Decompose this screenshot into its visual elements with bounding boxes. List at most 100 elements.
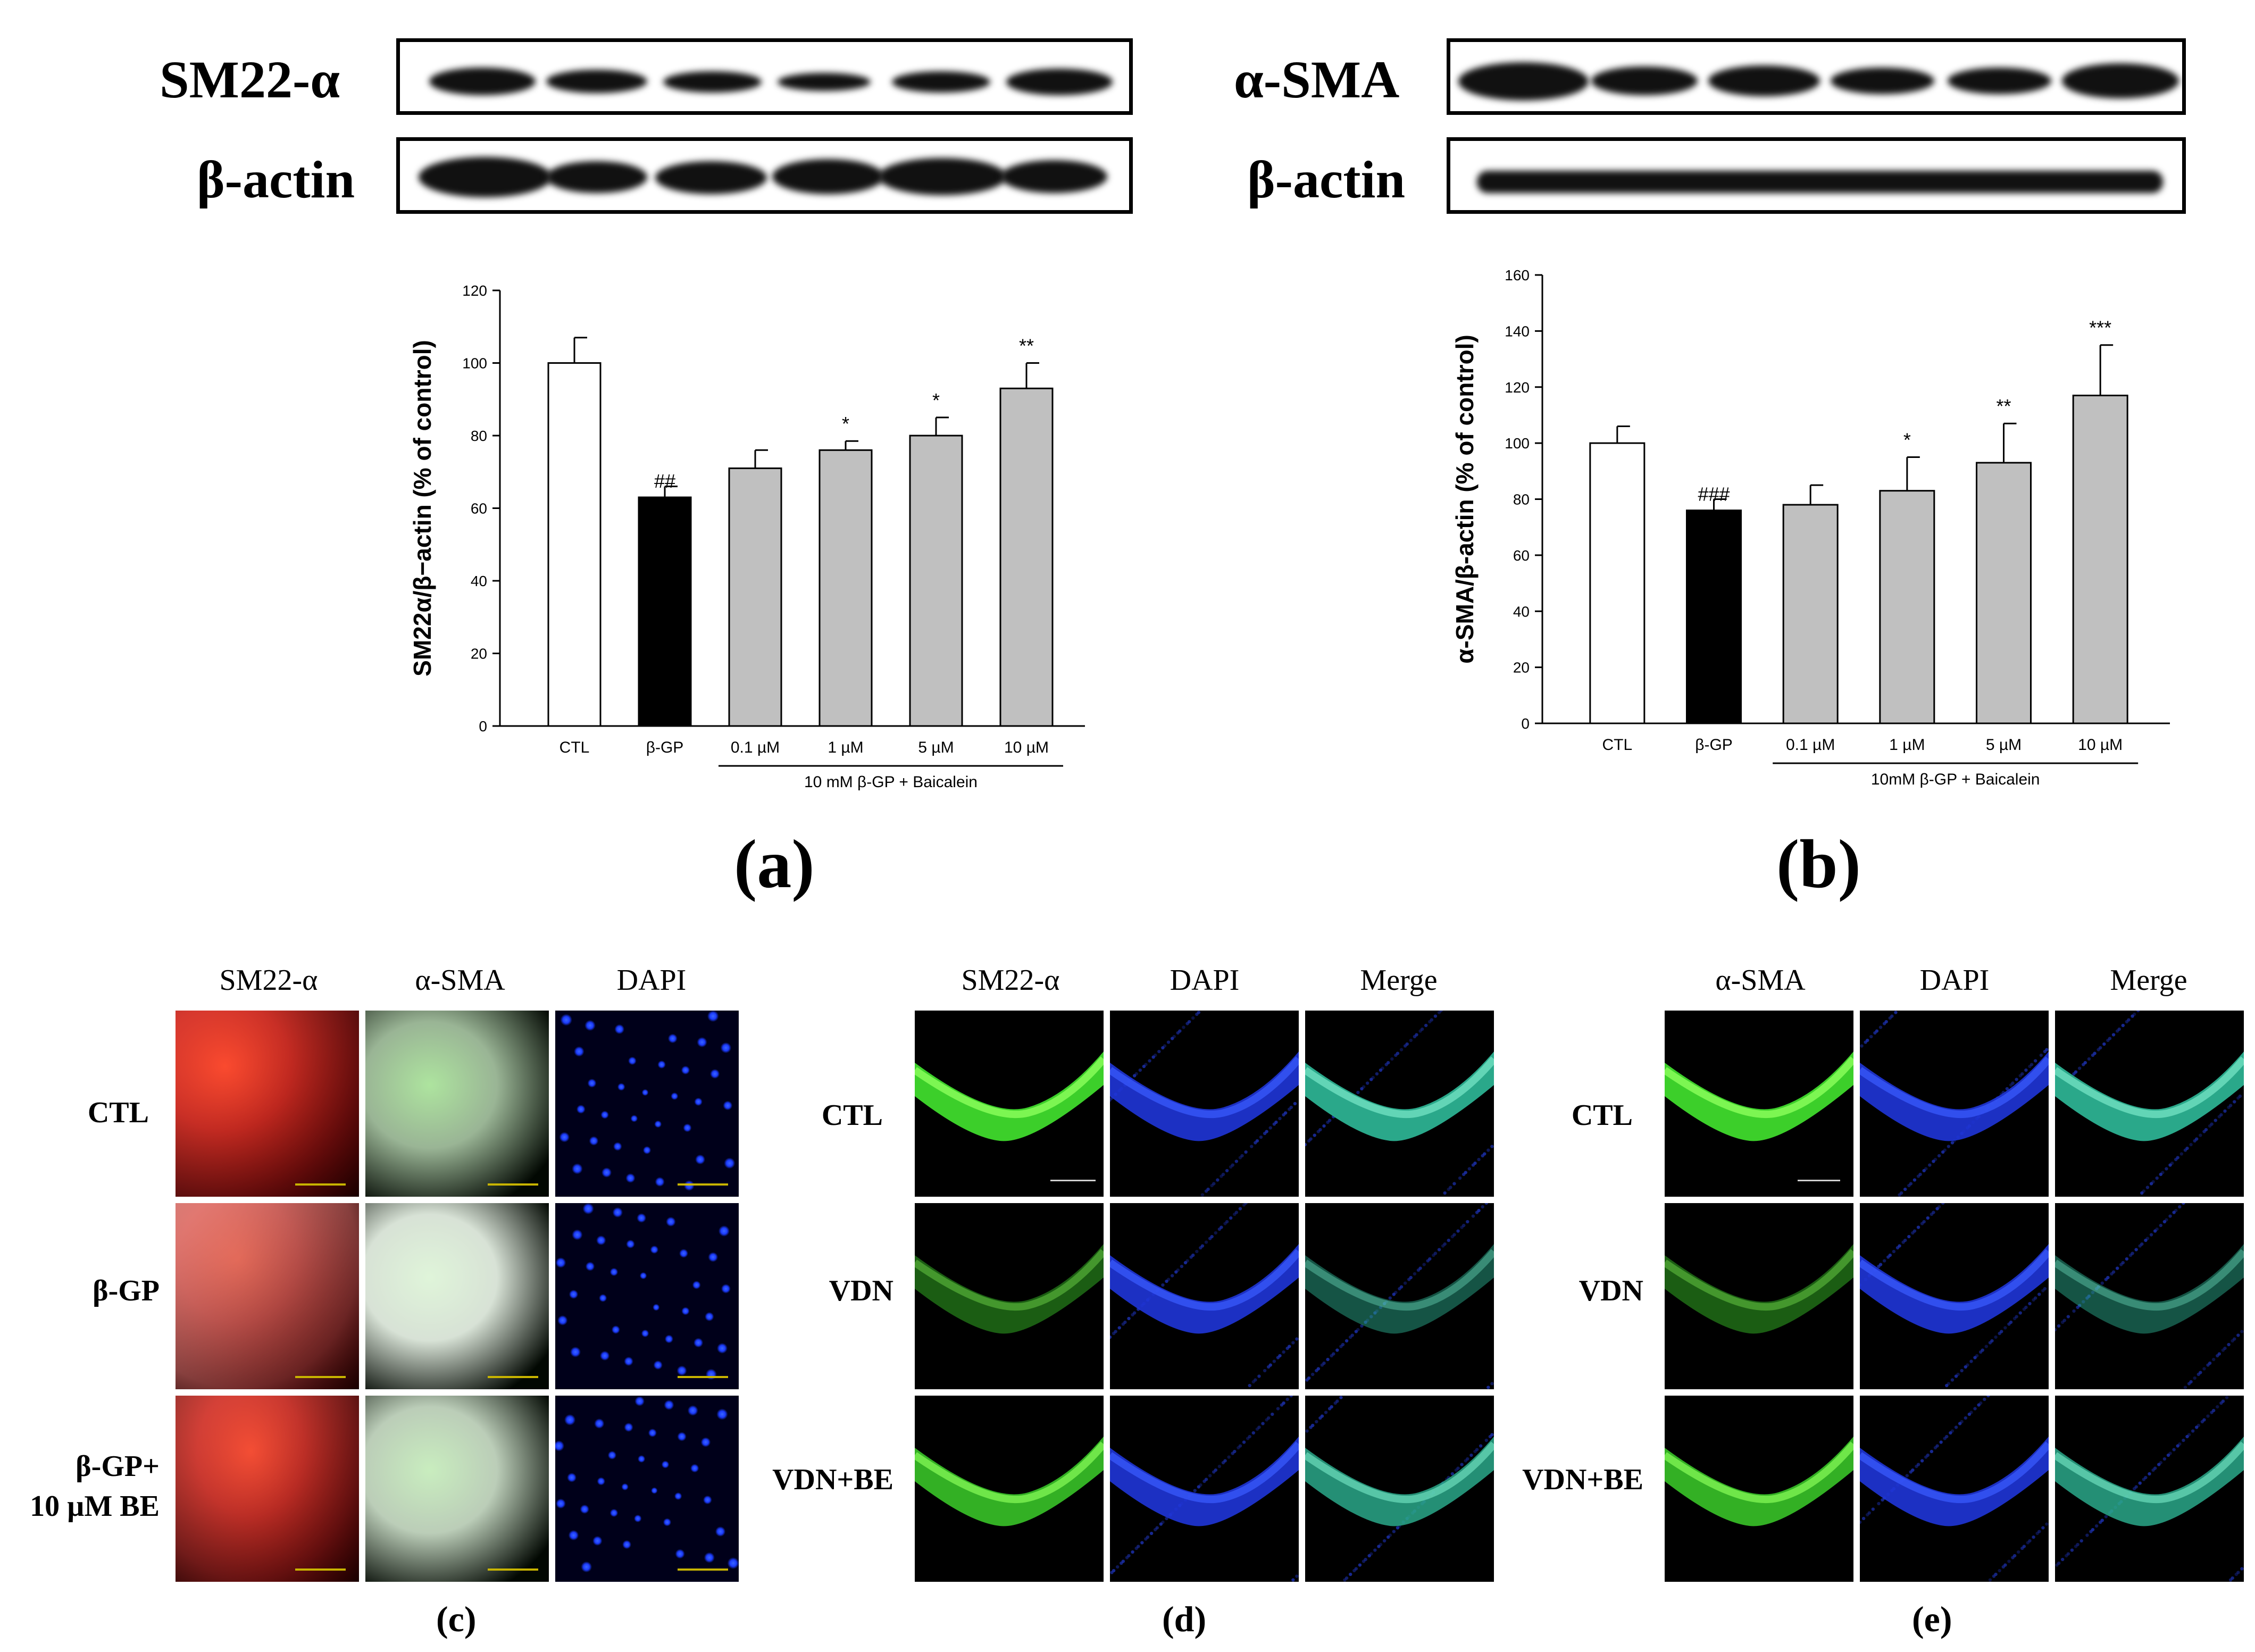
scale-bar	[488, 1376, 538, 1378]
bar	[1686, 510, 1742, 724]
x-tick-label: β-GP	[646, 739, 684, 756]
band	[546, 161, 647, 193]
y-axis-label: α-SMA/β-actin (% of control)	[1451, 335, 1479, 664]
scale-bar	[488, 1183, 538, 1186]
grid-d-tile-r0-c2	[1305, 1011, 1494, 1197]
blot-a-loading	[396, 137, 1133, 214]
y-tick-label: 0	[1521, 715, 1530, 732]
grid-c-tile-r0-c0	[176, 1011, 359, 1197]
scale-bar	[678, 1183, 728, 1186]
bar	[1589, 442, 1646, 724]
grid-c-tile-r1-c1	[365, 1203, 549, 1389]
panel-e-row-vdnbe: VDN+BE	[1522, 1463, 1643, 1496]
panel-letter-b: (b)	[1776, 826, 1861, 903]
grid-d-tile-r0-c1	[1110, 1011, 1299, 1197]
blot-a-target	[396, 38, 1133, 115]
blot-b-loading-label: β-actin	[1247, 150, 1406, 209]
grid-c-tile-r1-c0	[176, 1203, 359, 1389]
band	[778, 73, 871, 91]
grid-d-tile-r0-c0	[915, 1011, 1104, 1197]
y-tick-label: 20	[471, 646, 487, 662]
grid-c-tile-r1-c2	[555, 1203, 739, 1389]
panel-e-col-asma: α-SMA	[1715, 964, 1806, 997]
grid-e-tile-r2-c2	[2055, 1396, 2244, 1582]
significance-label: *	[842, 413, 849, 435]
grid-d-tile-r1-c2	[1305, 1203, 1494, 1389]
panel-letter-e: (e)	[1912, 1599, 1952, 1639]
grid-d-tile-r2-c1	[1110, 1396, 1299, 1582]
x-tick-label: 1 µM	[1889, 736, 1925, 754]
panel-letter-a: (a)	[734, 826, 815, 903]
bar	[2072, 395, 2128, 724]
band	[892, 71, 990, 93]
band	[1006, 69, 1113, 95]
band	[1831, 68, 1934, 94]
grid-d-tile-r1-c1	[1110, 1203, 1299, 1389]
bar	[819, 449, 873, 727]
band	[1591, 66, 1698, 95]
grid-c-tile-r0-c2	[555, 1011, 739, 1197]
bar-chart-b: 0 20 40 60 80 100 120 140 160 α-SMA/β-actin (% of…	[1451, 267, 2170, 788]
grid-d-tile-r2-c2	[1305, 1396, 1494, 1582]
y-tick-label: 80	[471, 428, 487, 444]
grid-e-tile-r0-c1	[1860, 1011, 2049, 1197]
band	[1458, 62, 1589, 101]
blot-b-target-label: α-SMA	[1234, 50, 1400, 109]
panel-d-col-sm22: SM22-α	[961, 964, 1060, 997]
scale-bar	[295, 1568, 346, 1571]
blot-b-target	[1447, 38, 2186, 115]
panel-e-col-dapi: DAPI	[1919, 964, 1990, 997]
band	[546, 70, 647, 93]
chart-a-bars	[547, 337, 1054, 727]
x-tick-label: 5 µM	[918, 739, 954, 756]
scale-bar	[295, 1183, 346, 1186]
significance-label: ###	[1698, 483, 1730, 505]
panel-d-row-vdnbe: VDN+BE	[772, 1463, 893, 1496]
significance-label: *	[1903, 429, 1911, 450]
band	[772, 159, 884, 194]
scale-bar	[1050, 1180, 1096, 1181]
x-tick-label: 1 µM	[828, 739, 863, 756]
band	[429, 68, 536, 95]
panel-c-row-bgp: β-GP	[93, 1274, 160, 1307]
panel-c-row-bgp-be-line1: β-GP+	[76, 1450, 160, 1483]
y-tick-label: 80	[1513, 491, 1530, 508]
group-label: 10mM β-GP + Baicalein	[1871, 771, 2040, 788]
panel-e-row-vdn: VDN	[1578, 1274, 1643, 1307]
band	[1477, 171, 2163, 193]
band	[1708, 65, 1820, 96]
scale-bar	[295, 1376, 346, 1378]
scale-bar	[1798, 1180, 1840, 1181]
y-tick-label: 100	[462, 355, 487, 372]
panel-letter-c: (c)	[436, 1599, 477, 1639]
chart-b-bars	[1589, 344, 2128, 724]
group-label: 10 mM β-GP + Baicalein	[804, 773, 978, 791]
y-tick-label: 160	[1505, 267, 1530, 283]
panel-e-col-merge: Merge	[2110, 964, 2187, 997]
significance-label: **	[1996, 395, 2011, 417]
chart-b-axes	[1535, 274, 2170, 764]
y-tick-label: 120	[1505, 379, 1530, 396]
bar	[999, 387, 1054, 727]
x-tick-label: CTL	[1602, 736, 1632, 754]
band	[1001, 160, 1107, 193]
bar-chart-a: 0 20 40 60 80 100 120 SM22α/β−actin (% of contr…	[408, 282, 1085, 791]
chart-a-text: 0 20 40 60 80 100 120 SM22α/β−actin (% of contr…	[408, 282, 1049, 791]
grid-c-tile-r2-c0	[176, 1396, 359, 1582]
grid-e-tile-r0-c0	[1665, 1011, 1853, 1197]
panel-c-col-sm22: SM22-α	[219, 964, 318, 997]
scale-bar	[488, 1568, 538, 1571]
bar	[909, 435, 963, 727]
y-axis-label: SM22α/β−actin (% of control)	[408, 340, 436, 677]
bar	[728, 467, 782, 727]
grid-e-tile-r1-c1	[1860, 1203, 2049, 1389]
blot-a-loading-label: β-actin	[197, 150, 355, 209]
y-tick-label: 140	[1505, 323, 1530, 339]
y-tick-label: 40	[471, 573, 487, 589]
band	[655, 161, 767, 194]
grid-e-tile-r1-c2	[2055, 1203, 2244, 1389]
grid-d-tile-r1-c0	[915, 1203, 1104, 1389]
panel-c-row-bgp-be-line2: 10 µM BE	[30, 1490, 160, 1523]
grid-c-tile-r0-c1	[365, 1011, 549, 1197]
x-tick-label: 10 µM	[1004, 739, 1049, 756]
